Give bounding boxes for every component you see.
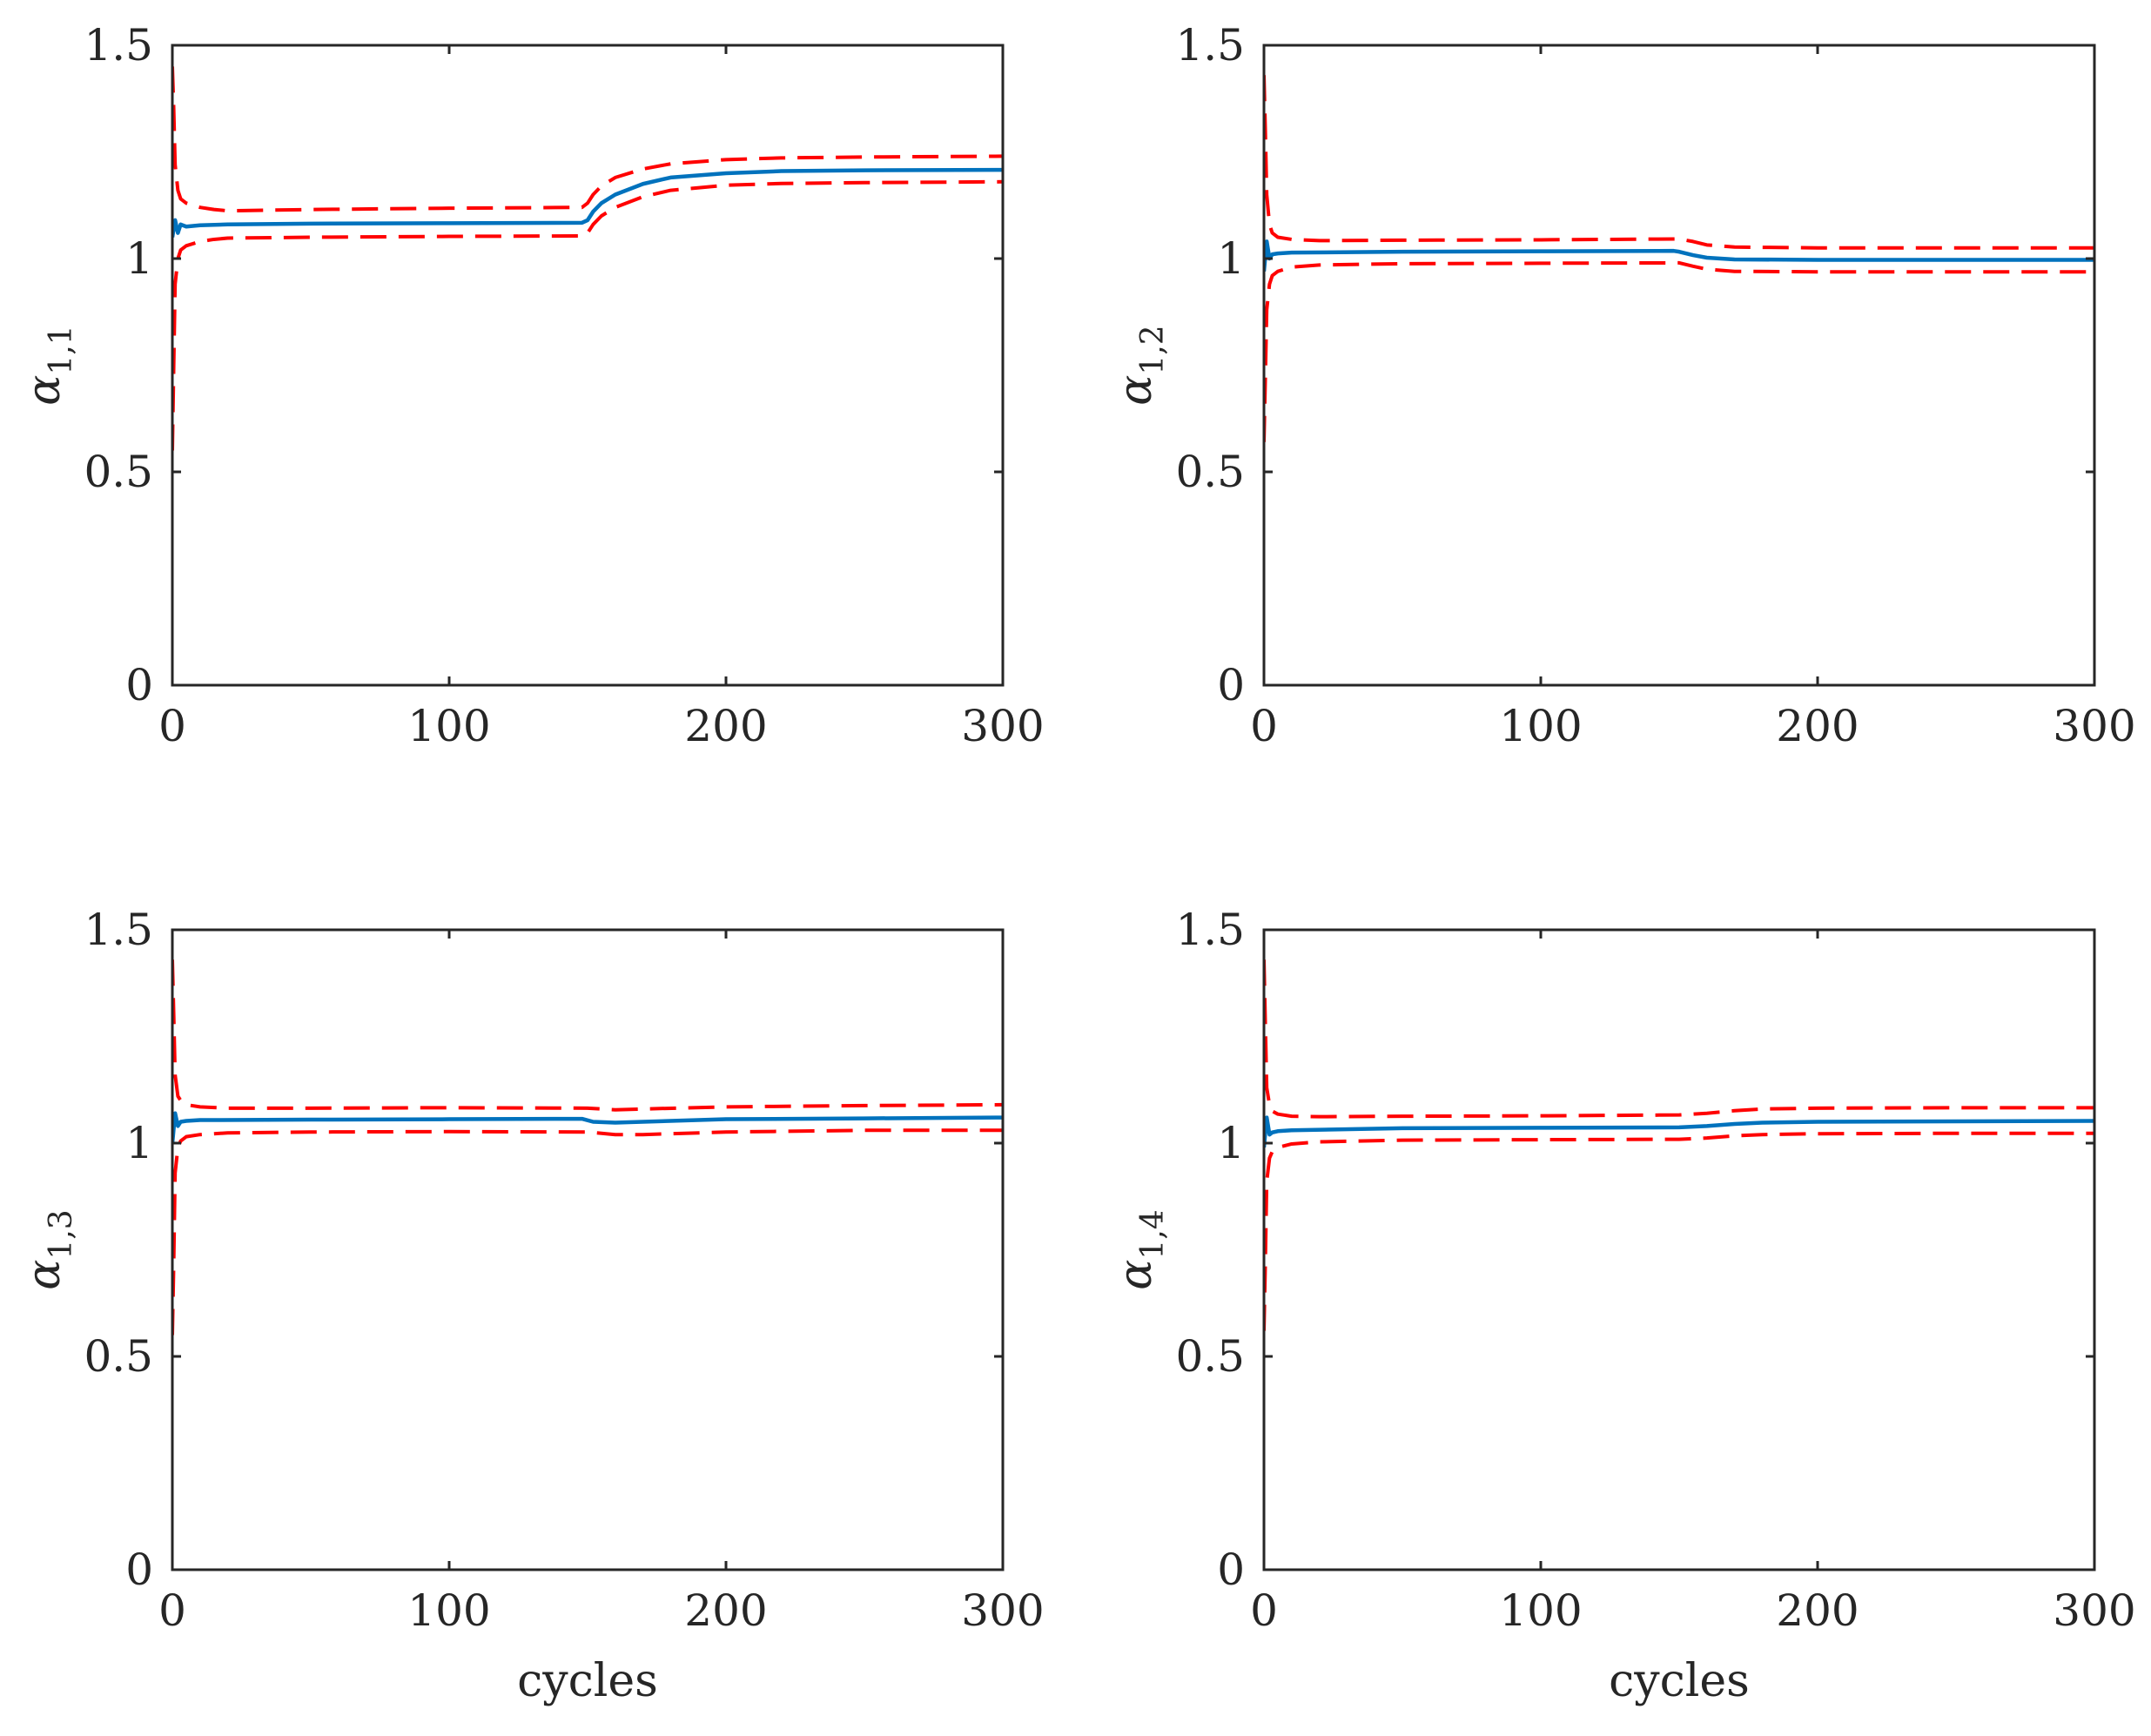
y-tick-label: 0 xyxy=(125,660,153,710)
axes-box xyxy=(171,928,1005,1571)
x-tick-label: 0 xyxy=(158,1585,186,1636)
x-tick-label: 300 xyxy=(2053,1585,2135,1636)
x-tick-label: 200 xyxy=(684,1585,767,1636)
plot-area xyxy=(1264,959,2094,1331)
x-tick-label: 0 xyxy=(158,701,186,751)
y-tick-label: 0.5 xyxy=(1175,447,1245,497)
y-axis-label: α1,1 xyxy=(18,325,79,405)
series-line-lower-bound xyxy=(172,1128,1003,1336)
y-axis-label-symbol: α xyxy=(1110,1260,1162,1290)
y-axis-label-symbol: α xyxy=(1110,375,1162,406)
axes-box xyxy=(1262,928,2096,1571)
y-tick-label: 0 xyxy=(125,1544,153,1595)
x-tick-label: 100 xyxy=(407,701,490,751)
axes-box xyxy=(1262,44,2096,687)
y-tick-label: 0 xyxy=(1217,1544,1245,1595)
x-tick-label: 0 xyxy=(1250,701,1278,751)
x-tick-label: 100 xyxy=(1499,1585,1582,1636)
y-axis-label: α1,2 xyxy=(1110,325,1171,405)
chart-panel-bottom-right: 0 100 200 300 0 0.5 1 1.5 α1,4 cycles xyxy=(1110,905,2136,1707)
plot-area xyxy=(1264,75,2094,442)
y-tick-label: 1 xyxy=(125,1118,153,1168)
y-tick-label: 1.5 xyxy=(1175,905,1245,955)
x-tick-label: 0 xyxy=(1250,1585,1278,1636)
series-line-upper-bound xyxy=(1264,75,2094,250)
y-tick-label: 1 xyxy=(1217,1118,1245,1168)
x-tick-label: 200 xyxy=(1776,701,1859,751)
x-tick-label: 200 xyxy=(1776,1585,1859,1636)
series-line-lower-bound xyxy=(1264,1131,2094,1331)
y-axis-label-subscript: 1,1 xyxy=(44,325,79,374)
x-tick-label: 300 xyxy=(2053,701,2135,751)
plot-area xyxy=(172,66,1003,451)
series-line-estimate xyxy=(172,167,1003,238)
x-tick-label: 100 xyxy=(407,1585,490,1636)
axes-box xyxy=(171,44,1005,687)
x-tick-label: 100 xyxy=(1499,701,1582,751)
y-axis-label: α1,4 xyxy=(1110,1209,1171,1289)
series-line-lower-bound xyxy=(172,179,1003,451)
plot-area xyxy=(172,959,1003,1336)
x-axis-label: cycles xyxy=(517,1655,658,1707)
x-tick-label: 300 xyxy=(961,1585,1044,1636)
chart-panel-top-left: 0 100 200 300 0 0.5 1 1.5 α1,1 xyxy=(18,20,1045,751)
y-axis-label-subscript: 1,2 xyxy=(1135,325,1171,374)
y-tick-label: 1.5 xyxy=(1175,20,1245,71)
y-tick-label: 0.5 xyxy=(1175,1331,1245,1382)
series-line-estimate xyxy=(1264,1115,2094,1148)
y-axis-label-symbol: α xyxy=(18,375,71,406)
y-tick-label: 1.5 xyxy=(84,20,153,71)
chart-panel-top-right: 0 100 200 300 0 0.5 1 1.5 α1,2 xyxy=(1110,20,2136,751)
series-line-upper-bound xyxy=(172,959,1003,1112)
series-line-estimate xyxy=(172,1111,1003,1144)
y-axis-label: α1,3 xyxy=(18,1209,79,1289)
y-tick-label: 1 xyxy=(1217,233,1245,284)
chart-panel-bottom-left: 0 100 200 300 0 0.5 1 1.5 α1,3 cycles xyxy=(18,905,1045,1707)
y-tick-label: 0 xyxy=(1217,660,1245,710)
series-line-lower-bound xyxy=(1264,260,2094,442)
x-tick-label: 300 xyxy=(961,701,1044,751)
y-axis-label-symbol: α xyxy=(18,1260,71,1290)
x-axis-label: cycles xyxy=(1609,1655,1750,1707)
y-tick-label: 0.5 xyxy=(84,1331,153,1382)
y-tick-label: 1 xyxy=(125,233,153,284)
y-axis-label-subscript: 1,3 xyxy=(44,1209,79,1259)
series-line-upper-bound xyxy=(172,66,1003,213)
y-axis-label-subscript: 1,4 xyxy=(1135,1209,1171,1259)
x-tick-label: 200 xyxy=(684,701,767,751)
series-line-upper-bound xyxy=(1264,959,2094,1119)
series-line-estimate xyxy=(1264,239,2094,272)
y-tick-label: 0.5 xyxy=(84,447,153,497)
y-tick-label: 1.5 xyxy=(84,905,153,955)
